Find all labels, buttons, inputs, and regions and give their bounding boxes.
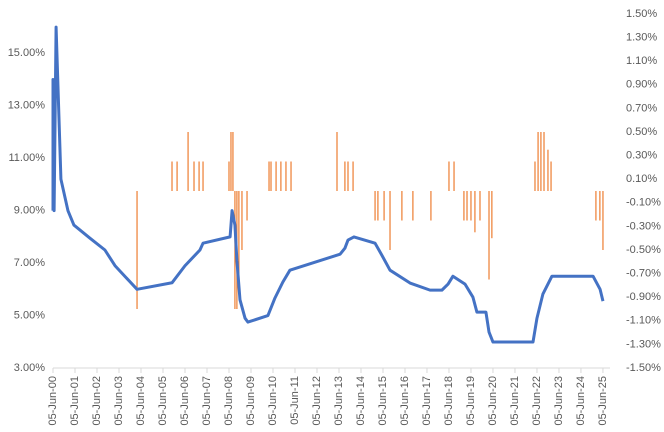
y2-tick-label: 1.30%: [626, 32, 657, 44]
x-tick-label: 05-Jun-23: [553, 376, 565, 426]
x-tick-label: 05-Jun-25: [597, 376, 609, 426]
x-tick-label: 05-Jun-15: [377, 376, 389, 426]
x-tick-label: 05-Jun-00: [47, 376, 59, 426]
y-tick-label: 7.00%: [14, 257, 45, 269]
y-tick-label: 9.00%: [14, 205, 45, 217]
y2-tick-label: 0.50%: [626, 126, 657, 138]
x-tick-label: 05-Jun-13: [333, 376, 345, 426]
x-tick-label: 05-Jun-08: [223, 376, 235, 426]
y2-tick-label: -0.30%: [626, 220, 661, 232]
y2-tick-label: 1.10%: [626, 55, 657, 67]
y-tick-label: 15.00%: [8, 47, 46, 59]
y2-tick-label: -0.90%: [626, 291, 661, 303]
x-tick-label: 05-Jun-09: [245, 376, 257, 426]
y2-tick-label: -0.70%: [626, 268, 661, 280]
x-tick-label: 05-Jun-07: [201, 376, 213, 426]
x-tick-label: 05-Jun-18: [443, 376, 455, 426]
y2-tick-label: 0.30%: [626, 150, 657, 162]
y2-tick-label: -1.10%: [626, 315, 661, 327]
y2-tick-label: -0.10%: [626, 197, 661, 209]
y2-tick-label: -1.30%: [626, 338, 661, 350]
x-tick-label: 05-Jun-19: [465, 376, 477, 426]
x-tick-label: 05-Jun-02: [91, 376, 103, 426]
y-tick-label: 13.00%: [8, 100, 46, 112]
y-tick-label: 3.00%: [14, 362, 45, 374]
y2-tick-label: 0.70%: [626, 102, 657, 114]
x-tick-label: 05-Jun-24: [575, 376, 587, 426]
x-tick-label: 05-Jun-14: [355, 376, 367, 426]
x-tick-label: 05-Jun-12: [311, 376, 323, 426]
x-tick-label: 05-Jun-22: [531, 376, 543, 426]
x-tick-label: 05-Jun-01: [69, 376, 81, 426]
x-tick-label: 05-Jun-10: [267, 376, 279, 426]
x-tick-label: 05-Jun-03: [113, 376, 125, 426]
y-tick-label: 5.00%: [14, 309, 45, 321]
y2-tick-label: -1.50%: [626, 362, 661, 374]
x-tick-label: 05-Jun-16: [399, 376, 411, 426]
line: [51, 25, 605, 344]
y2-tick-label: -0.50%: [626, 244, 661, 256]
x-tick-label: 05-Jun-21: [509, 376, 521, 426]
x-tick-label: 05-Jun-11: [289, 376, 301, 425]
x-tick-label: 05-Jun-17: [421, 376, 433, 426]
y2-tick-label: 1.50%: [626, 8, 657, 20]
x-tick-label: 05-Jun-06: [179, 376, 191, 426]
x-tick-label: 05-Jun-20: [487, 376, 499, 426]
y-tick-label: 11.00%: [9, 152, 46, 164]
x-tick-label: 05-Jun-05: [157, 376, 169, 426]
x-tick-label: 05-Jun-04: [135, 376, 147, 426]
y2-tick-label: 0.10%: [626, 173, 657, 185]
y2-tick-label: 0.90%: [626, 79, 657, 91]
